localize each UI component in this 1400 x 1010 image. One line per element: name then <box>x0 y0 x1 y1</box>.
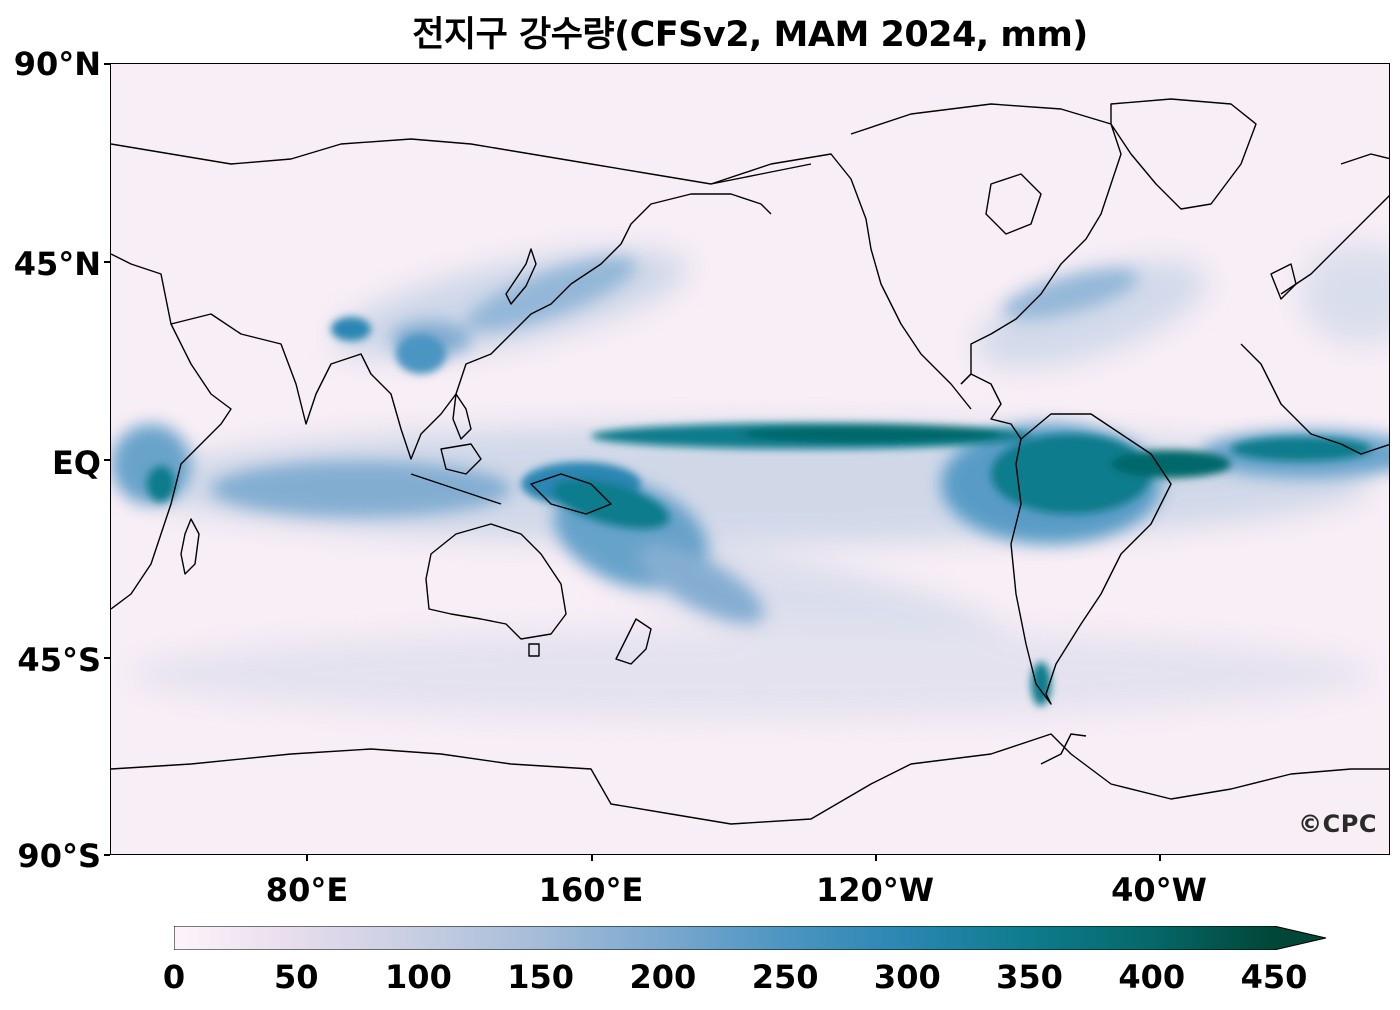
coastline-antarctica <box>111 733 1389 825</box>
colorbar-tick-label: 100 <box>385 958 452 996</box>
coastline-africa <box>111 253 232 610</box>
colorbar-tick-label: 150 <box>507 958 575 996</box>
y-tick-mark <box>104 261 110 263</box>
y-tick-label-45n: 45°N <box>13 245 101 283</box>
precipitation-map: ©CPC <box>110 63 1390 855</box>
x-tick-mark <box>591 855 593 861</box>
coastline-greenland <box>1110 98 1257 210</box>
x-tick-mark <box>1159 855 1161 861</box>
colorbar-tick-label: 200 <box>629 958 697 996</box>
colorbar-tick-label: 300 <box>873 958 941 996</box>
y-tick-mark <box>104 63 110 65</box>
coastline-tasmania <box>528 643 540 657</box>
x-tick-mark <box>875 855 877 861</box>
coastline-new-zealand <box>615 618 652 665</box>
coastline-south-asia <box>170 283 572 460</box>
colorbar-tick-label: 50 <box>273 958 319 996</box>
colorbar-body <box>174 926 1326 950</box>
y-tick-mark <box>104 459 110 461</box>
coastline-japan <box>505 248 537 305</box>
y-tick-label-90n: 90°N <box>13 45 101 83</box>
coastline-north-america-east <box>850 103 1122 385</box>
coastline-hudson-bay <box>985 173 1042 235</box>
coastline-british-isles <box>1270 263 1297 300</box>
coastline-madagascar <box>180 518 200 575</box>
y-tick-mark <box>104 657 110 659</box>
coastline-sumatra-java <box>410 473 502 505</box>
coastline-new-guinea <box>530 473 612 515</box>
colorbar-tick-label: 400 <box>1118 958 1186 996</box>
precipitation-heavy-layer <box>147 317 1371 706</box>
x-tick-label-160e: 160°E <box>538 871 644 909</box>
y-tick-label-45s: 45°S <box>17 641 101 679</box>
x-tick-mark <box>306 855 308 861</box>
coastline-central-america <box>960 373 1022 440</box>
x-tick-label-120w: 120°W <box>815 871 935 909</box>
coastline-east-siberia <box>570 193 772 285</box>
colorbar-tick-label: 450 <box>1240 958 1308 996</box>
colorbar-tick-label: 0 <box>162 958 186 996</box>
coastline-south-america <box>1010 413 1172 705</box>
cpc-watermark: ©CPC <box>1298 810 1377 838</box>
map-title: 전지구 강수량(CFSv2, MAM 2024, mm) <box>412 15 1088 55</box>
coastline-borneo <box>440 443 482 475</box>
coastline-north-america-west <box>710 153 972 410</box>
coastline-philippines <box>452 393 472 440</box>
precipitation-map-canvas <box>111 64 1389 854</box>
y-tick-label-eq: EQ <box>51 444 101 482</box>
colorbar-tick-label: 350 <box>996 958 1063 996</box>
coastline-west-africa <box>1240 343 1389 455</box>
coastline-antarctic-peninsula <box>1040 733 1087 765</box>
colorbar <box>174 926 1326 950</box>
coastlines <box>111 98 1389 825</box>
coastline-scandinavia <box>1340 153 1389 165</box>
coastline-europe-west <box>1280 195 1389 295</box>
y-tick-label-90s: 90°S <box>17 837 101 875</box>
x-tick-label-40w: 40°W <box>1111 871 1207 909</box>
colorbar-tick-label: 250 <box>751 958 819 996</box>
y-tick-mark <box>104 854 110 856</box>
x-tick-label-80e: 80°E <box>265 871 349 909</box>
coastline-australia <box>425 523 567 640</box>
